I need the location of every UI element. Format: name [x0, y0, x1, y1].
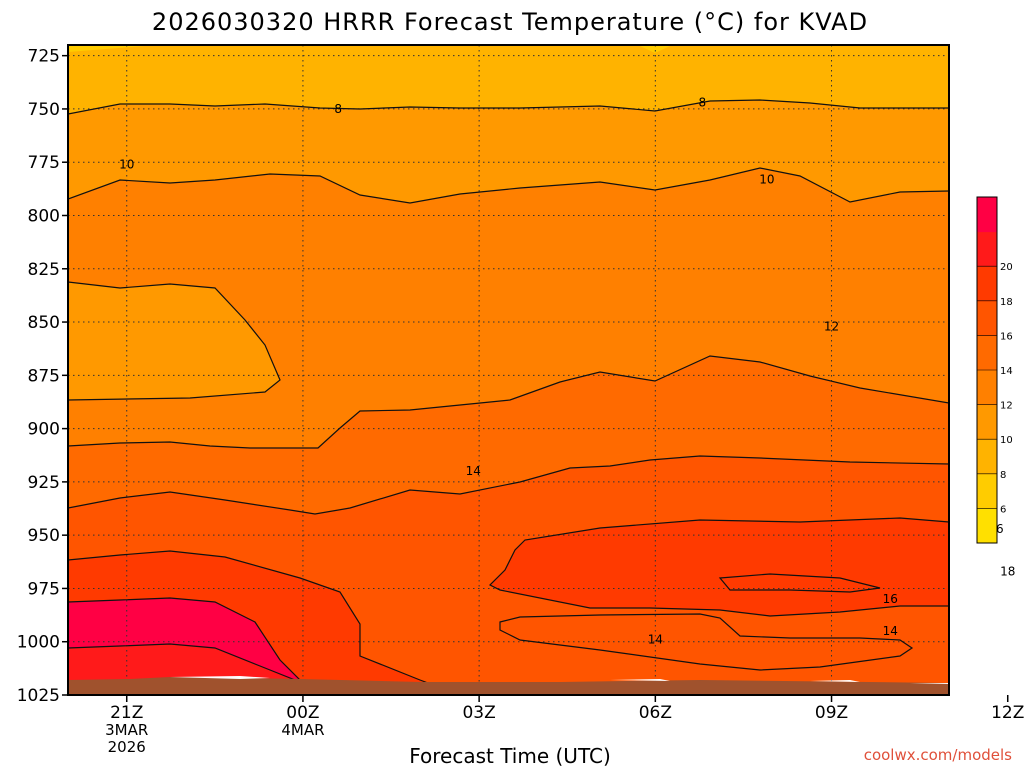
x-date-label-3MAR: 3MAR: [105, 721, 148, 739]
y-tick-label-775: 775: [28, 153, 60, 173]
colorbar-swatch-8: [977, 231, 997, 267]
contour-label-18-10: 18: [1000, 564, 1015, 578]
y-tick-label-900: 900: [28, 420, 60, 440]
colorbar-label-6: 6: [1000, 504, 1006, 515]
temperature-fill-layers: [68, 45, 949, 695]
contour-line-10-pocket: [68, 281, 281, 401]
contour-line-10: [68, 167, 949, 204]
y-tick-label-975: 975: [28, 579, 60, 599]
contour-label-8-0: 8: [334, 102, 342, 116]
contour-labels: 8 8 10 10 12 14 14 14 16 16 18: [119, 96, 1015, 647]
colorbar-swatch-5: [977, 335, 997, 371]
y-tick-label-925: 925: [28, 473, 60, 493]
contour-line-8: [68, 99, 949, 115]
contour-label-8-1: 8: [698, 96, 706, 110]
contour-label-14-6: 14: [648, 633, 663, 647]
x-date-label-4MAR: 4MAR: [281, 721, 324, 739]
temp-fill-8-pocket: [68, 282, 280, 400]
y-axis: 725 750 775 800 825 850 875 900 925 950 975 1000 102…: [17, 47, 68, 706]
x-axis-title: Forecast Time (UTC): [409, 744, 611, 768]
contour-label-10-2: 10: [119, 157, 134, 171]
colorbar: 6 8 10 12 14 16 18 20: [976, 196, 1013, 544]
colorbar-label-14: 14: [1000, 366, 1013, 377]
y-tick-label-850: 850: [28, 313, 60, 333]
x-year-label: 2026: [108, 738, 146, 756]
colorbar-swatch-7: [977, 266, 997, 302]
contour-label-12-4: 12: [824, 319, 839, 333]
colorbar-label-18: 18: [1000, 297, 1013, 308]
y-tick-label-725: 725: [28, 47, 60, 67]
x-tick-label-12Z: 12Z: [991, 703, 1024, 723]
colorbar-label-12: 12: [1000, 401, 1013, 412]
colorbar-swatch-9: [977, 197, 997, 233]
plot-frame: [67, 44, 950, 696]
y-tick-label-825: 825: [28, 260, 60, 280]
y-tick-label-950: 950: [28, 526, 60, 546]
contour-line-12: [68, 355, 949, 449]
x-tick-label-03Z: 03Z: [462, 703, 495, 723]
temp-fill-6: [68, 45, 949, 114]
colorbar-swatch-3: [977, 404, 997, 440]
y-tick-label-750: 750: [28, 100, 60, 120]
contour-line-14-lower: [499, 613, 914, 671]
x-tick-label-00Z: 00Z: [286, 703, 319, 723]
colorbar-label-8: 8: [1000, 470, 1006, 481]
contour-line-16: [68, 517, 949, 695]
x-tick-label-06Z: 06Z: [639, 703, 672, 723]
colorbar-swatch-1: [977, 473, 997, 509]
credit-text: coolwx.com/models: [864, 746, 1012, 764]
colorbar-swatch-4: [977, 370, 997, 406]
contour-label-14-5: 14: [466, 464, 481, 478]
colorbar-label-20: 20: [1000, 262, 1013, 273]
contour-line-14: [68, 455, 949, 515]
chart-title: 2026030320 HRRR Forecast Temperature (°C…: [152, 8, 868, 36]
colorbar-swatch-6: [977, 300, 997, 336]
contour-label-14-7: 14: [883, 624, 898, 638]
contour-lines: [68, 99, 949, 695]
contour-label-16-9: 16: [883, 592, 898, 606]
ground-terrain: [68, 676, 949, 695]
colorbar-swatch-0: [977, 508, 997, 544]
y-tick-label-875: 875: [28, 366, 60, 386]
colorbar-label-10: 10: [1000, 435, 1013, 446]
gridlines: [68, 45, 949, 695]
colorbar-label-16: 16: [1000, 331, 1013, 342]
x-tick-label-09Z: 09Z: [815, 703, 848, 723]
x-tick-label-21Z: 21Z: [110, 703, 143, 723]
contour-label-10-3: 10: [759, 172, 774, 186]
y-tick-label-800: 800: [28, 206, 60, 226]
y-tick-label-1025: 1025: [17, 686, 60, 706]
colorbar-swatch-2: [977, 439, 997, 475]
y-tick-label-1000: 1000: [17, 633, 60, 653]
